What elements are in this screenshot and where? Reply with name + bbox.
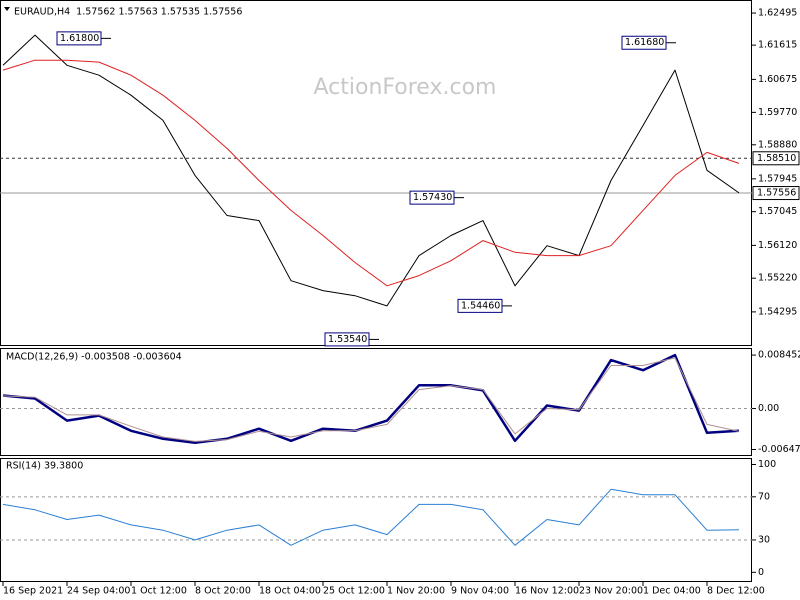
annotation-label: 1.57430: [413, 192, 452, 203]
panel-title: EURAUD,H4 1.57562 1.57563 1.57535 1.5755…: [14, 7, 242, 18]
x-tick-label: 1 Dec 04:00: [643, 586, 701, 597]
y-tick-label: 1.54295: [758, 306, 797, 317]
x-tick-label: 1 Nov 20:00: [387, 586, 445, 597]
annotation-box: [457, 298, 503, 313]
series-line: [2, 353, 740, 445]
x-tick-label: 25 Oct 12:00: [323, 586, 385, 597]
x-tick-label: 9 Nov 04:00: [451, 586, 509, 597]
x-tick-label: 18 Oct 04:00: [259, 586, 321, 597]
y-tick-label: 100: [758, 459, 776, 470]
y-tick-label: 1.59770: [758, 107, 797, 118]
y-tick-label: 30: [758, 534, 770, 545]
panel-title: RSI(14) 39.3800: [6, 461, 83, 472]
y-tick-label: 1.58880: [758, 139, 797, 150]
series-line: [2, 357, 740, 442]
watermark: ActionForex.com: [314, 75, 497, 100]
x-tick-label: 8 Oct 20:00: [195, 586, 251, 597]
y-tick-label: 1.56120: [758, 240, 797, 251]
annotation-label: 1.61800: [60, 33, 99, 44]
menu-arrow: [4, 7, 10, 11]
x-tick-label: 24 Sep 04:00: [67, 586, 130, 597]
y-tick-label: 1.57045: [758, 206, 797, 217]
y-tick-label: 1.55220: [758, 273, 797, 284]
annotation-box: [56, 31, 102, 46]
price-level-label: 1.57556: [757, 188, 796, 199]
panel: [0, 348, 752, 456]
y-tick-label: 1.61615: [758, 40, 797, 51]
x-tick-label: 16 Sep 2021: [3, 586, 63, 597]
x-tick-label: 16 Nov 12:00: [515, 586, 579, 597]
annotation-box: [621, 35, 667, 50]
series-line: [2, 34, 740, 307]
x-tick-label: 1 Oct 12:00: [131, 586, 187, 597]
series-line: [2, 59, 740, 287]
price-level-label: 1.58510: [757, 153, 796, 164]
series-line: [2, 488, 740, 546]
annotation-label: 1.61680: [625, 37, 664, 48]
y-tick-label: 0: [758, 567, 764, 578]
x-tick-label: 8 Dec 12:00: [707, 586, 765, 597]
y-tick-label: -0.006475: [758, 444, 800, 455]
y-tick-label: 0.00: [758, 403, 779, 414]
price-level-box: [752, 151, 800, 166]
y-tick-label: 70: [758, 491, 770, 502]
annotation-label: 1.54460: [461, 300, 500, 311]
annotation-label: 1.53540: [328, 334, 367, 345]
panel-title: MACD(12,26,9) -0.003508 -0.003604: [6, 352, 182, 363]
x-tick-label: 23 Nov 20:00: [579, 586, 643, 597]
annotation-box: [324, 332, 370, 347]
panel: [0, 458, 752, 582]
y-tick-label: 1.57945: [758, 173, 797, 184]
y-tick-label: 1.60675: [758, 74, 797, 85]
y-tick-label: 0.008452: [758, 350, 800, 361]
y-tick-label: 1.62495: [758, 8, 797, 19]
panel: [0, 0, 752, 346]
price-level-box: [752, 186, 800, 201]
annotation-box: [409, 190, 455, 205]
